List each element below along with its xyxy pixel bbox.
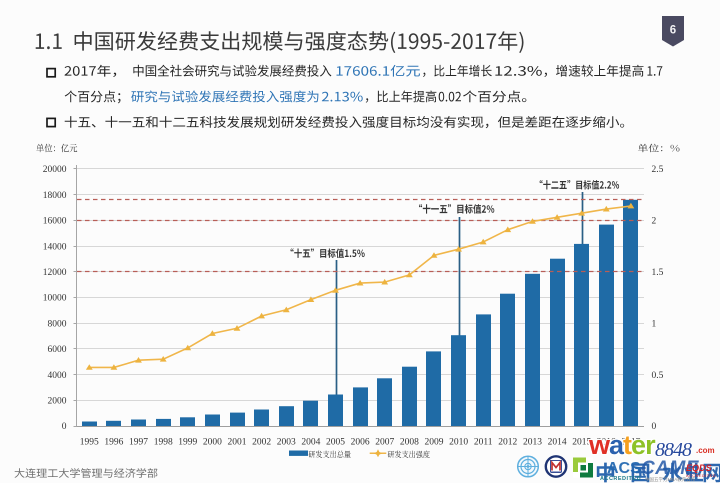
svg-text:2014: 2014	[548, 438, 567, 448]
svg-text:2015: 2015	[572, 438, 591, 448]
svg-text:2010: 2010	[449, 438, 468, 448]
svg-text:2000: 2000	[48, 397, 67, 407]
svg-text:2003: 2003	[277, 438, 296, 448]
svg-text:6: 6	[670, 25, 676, 37]
svg-text:1: 1	[652, 319, 657, 329]
svg-text:2004: 2004	[301, 438, 320, 448]
svg-text:2001: 2001	[228, 438, 247, 448]
svg-text:2.5: 2.5	[652, 165, 664, 175]
svg-text:10000: 10000	[43, 294, 67, 304]
svg-text:2016: 2016	[597, 438, 616, 448]
svg-text:2002: 2002	[252, 438, 271, 448]
svg-text:0: 0	[652, 422, 657, 432]
svg-text:2006: 2006	[351, 438, 370, 448]
svg-text:14000: 14000	[43, 242, 67, 252]
svg-text:2: 2	[652, 217, 657, 227]
svg-text:4000: 4000	[48, 371, 67, 381]
svg-text:2008: 2008	[400, 438, 419, 448]
svg-text:2005: 2005	[326, 438, 345, 448]
svg-text:2009: 2009	[425, 438, 444, 448]
svg-text:1997: 1997	[129, 438, 148, 448]
svg-text:2011: 2011	[474, 438, 493, 448]
svg-text:1998: 1998	[154, 438, 173, 448]
svg-text:1999: 1999	[178, 438, 197, 448]
svg-text:8000: 8000	[48, 319, 67, 329]
svg-text:1996: 1996	[104, 438, 123, 448]
svg-text:16000: 16000	[43, 217, 67, 227]
svg-text:6000: 6000	[48, 345, 67, 355]
svg-text:2013: 2013	[523, 438, 542, 448]
svg-text:2012: 2012	[498, 438, 517, 448]
svg-text:0: 0	[62, 422, 67, 432]
svg-text:2000: 2000	[203, 438, 222, 448]
svg-text:20000: 20000	[43, 165, 67, 175]
svg-text:18000: 18000	[43, 191, 67, 201]
svg-text:2017: 2017	[621, 438, 640, 448]
svg-text:1995: 1995	[80, 438, 99, 448]
svg-text:12000: 12000	[43, 268, 67, 278]
svg-text:2007: 2007	[375, 438, 394, 448]
svg-text:0.5: 0.5	[652, 371, 664, 381]
svg-text:1.5: 1.5	[652, 268, 664, 278]
